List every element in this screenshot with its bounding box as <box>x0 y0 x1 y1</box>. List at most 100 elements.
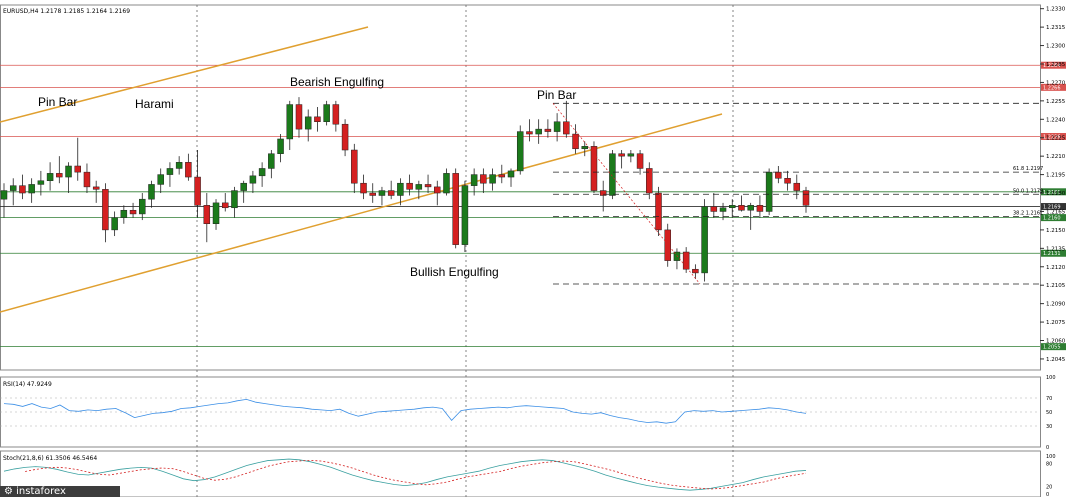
fib-label: 38.2 1.2161 <box>1013 210 1043 216</box>
candle-body <box>341 123 349 151</box>
y-tick-label: 1.2195 <box>1046 173 1066 179</box>
y-tick-label: 1.2165 <box>1046 209 1066 215</box>
stoch-panel-frame <box>0 450 1041 497</box>
y-tick-label: 1.2330 <box>1046 7 1066 13</box>
trend-lines <box>0 26 723 313</box>
candle-body <box>563 121 570 135</box>
level-label: 1.2160 <box>1043 216 1061 222</box>
level-badge <box>1041 132 1066 140</box>
candle-body <box>461 185 469 245</box>
candle-body <box>129 209 137 215</box>
candle-body <box>37 180 45 185</box>
candle-body <box>756 205 764 212</box>
candle-body <box>369 192 376 196</box>
channel-lower-line <box>0 113 723 313</box>
y-tick-label: 1.2120 <box>1046 265 1066 271</box>
candle-body <box>166 168 174 175</box>
candle-body <box>609 153 616 196</box>
channel-upper-line <box>0 26 369 123</box>
candle-body <box>111 217 118 231</box>
y-tick-label: 1.2150 <box>1046 228 1066 234</box>
rsi-tick-label: 70 <box>1046 396 1052 402</box>
candle-body <box>28 184 35 194</box>
y-tick-label: 1.2240 <box>1046 117 1066 123</box>
y-tick-label: 1.2090 <box>1046 302 1066 308</box>
candle-body <box>378 190 386 196</box>
candle-body <box>516 131 524 172</box>
stoch-tick-label: 20 <box>1046 484 1052 490</box>
level-label: 1.2266 <box>1043 85 1061 91</box>
watermark-logo: ⚙ instaforex <box>0 486 120 497</box>
candle-body <box>406 182 413 190</box>
candle-body <box>175 162 183 169</box>
candle-body <box>775 171 782 179</box>
candle-body <box>627 153 635 157</box>
candle-body <box>360 182 367 194</box>
candle-body <box>19 185 26 194</box>
level-badge <box>1041 214 1066 222</box>
candle-body <box>304 116 312 130</box>
candle-body <box>434 186 441 194</box>
rsi-tick-label: 0 <box>1046 445 1049 451</box>
level-label: 1.2169 <box>1043 205 1061 211</box>
candle-body <box>92 186 100 190</box>
stoch-main-line <box>3 458 807 491</box>
stoch-tick-label: 0 <box>1046 492 1049 497</box>
annotation-bullish-engulfing: Bullish Engulfing <box>410 265 499 279</box>
candle-body <box>535 128 542 135</box>
candle-body <box>701 206 708 274</box>
candle-body <box>268 153 275 169</box>
y-tick-label: 1.2045 <box>1046 357 1066 363</box>
indicator-panels: 100 70 50 30 0 100 80 20 0 <box>0 375 1056 497</box>
candle-body <box>221 202 229 209</box>
candle-body <box>0 190 8 200</box>
candle-body <box>765 171 773 212</box>
stoch-header: Stoch(21,8,6) 61.3506 46.5464 <box>3 455 98 462</box>
candle-body <box>194 176 201 206</box>
horizontal-levels: 1.22841.22661.22261.21811.21691.21601.21… <box>0 61 1066 351</box>
fib-label: 61.8 1.2197 <box>1013 166 1043 172</box>
candle-body <box>646 168 653 194</box>
candle-body <box>507 170 515 178</box>
level-badge <box>1041 343 1066 351</box>
candle-body <box>655 192 662 231</box>
candle-body <box>618 153 625 157</box>
level-label: 1.2131 <box>1043 251 1061 257</box>
candle-body <box>148 184 155 200</box>
candle-body <box>470 174 478 186</box>
candle-body <box>544 128 552 132</box>
candle-body <box>802 190 810 206</box>
y-tick-label: 1.2255 <box>1046 99 1066 105</box>
price-axis: 1.2330 1.2315 1.2300 1.2285 1.2270 1.2255 1.22… <box>1040 7 1066 363</box>
rsi-tick-label: 30 <box>1046 424 1052 430</box>
annotation-pin-bar-2: Pin Bar <box>537 88 577 102</box>
candle-body <box>443 173 450 194</box>
candle-body <box>9 185 17 191</box>
candle-body <box>581 146 589 150</box>
candle-body <box>295 104 303 130</box>
candle-body <box>397 182 404 196</box>
level-label: 1.2181 <box>1043 190 1061 196</box>
candle-body <box>258 168 266 177</box>
candle-body <box>710 206 718 212</box>
level-badge <box>1041 203 1066 211</box>
fibonacci-levels: 61.8 1.2197 50.0 1.2179 38.2 1.2161 <box>552 102 1043 285</box>
candle-body <box>793 182 801 191</box>
candle-body <box>498 174 506 178</box>
y-tick-label: 1.2135 <box>1046 246 1066 252</box>
candle-body <box>231 190 238 209</box>
candle-body <box>185 162 192 178</box>
candle-body <box>65 165 72 178</box>
candle-body <box>729 205 736 209</box>
level-label: 1.2055 <box>1043 345 1061 351</box>
candle-body <box>56 173 63 178</box>
y-tick-label: 1.2105 <box>1046 283 1066 289</box>
candle-body <box>323 104 330 123</box>
candle-body <box>120 209 128 218</box>
candle-body <box>139 198 146 215</box>
candle-body <box>157 174 164 185</box>
candle-body <box>452 173 459 245</box>
candle-body <box>314 116 321 123</box>
y-tick-label: 1.2060 <box>1046 339 1066 345</box>
stoch-tick-label: 100 <box>1046 454 1056 460</box>
